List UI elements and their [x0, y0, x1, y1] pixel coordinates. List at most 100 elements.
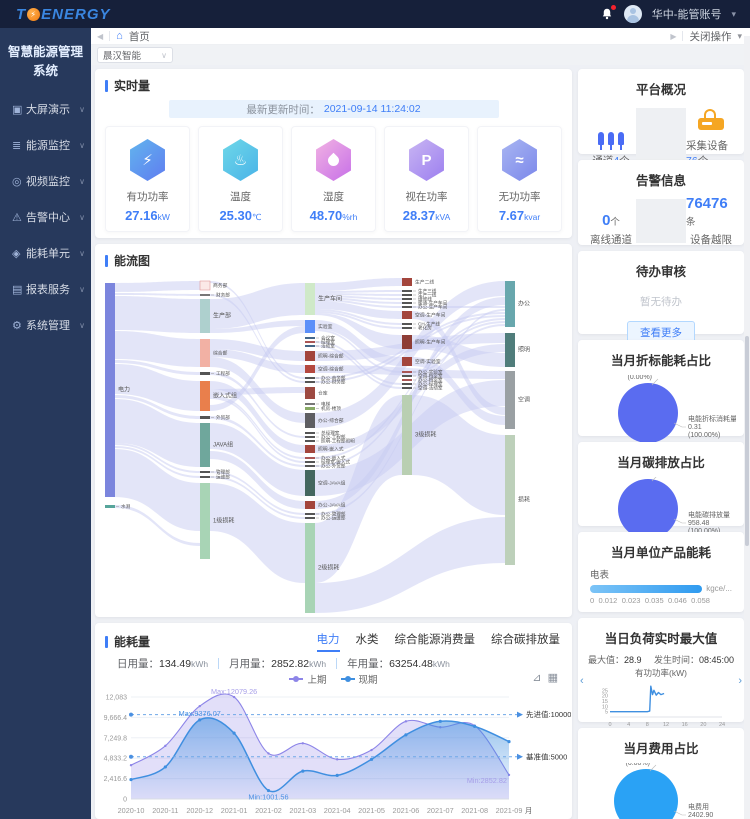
svg-text:空调-档案室: 空调-档案室 — [418, 373, 443, 380]
svg-text:2021-01: 2021-01 — [221, 806, 248, 815]
svg-text:照明-生产车间: 照明-生产车间 — [415, 339, 446, 346]
svg-text:20: 20 — [700, 722, 706, 728]
svg-text:16: 16 — [682, 722, 688, 728]
legend-item[interactable]: 上期 — [289, 672, 327, 686]
carbon-pie-title: 当月碳排放占比 — [617, 456, 705, 470]
chevron-down-icon: ∨ — [79, 248, 85, 258]
metric-card: P 视在功率 28.37kVA — [384, 126, 469, 232]
bar-chart-toggle-icon[interactable]: ▦ — [547, 672, 558, 684]
svg-text:7,249.8: 7,249.8 — [104, 735, 127, 742]
energy-unit-icon: ◈ — [12, 247, 21, 260]
tenant-select[interactable]: 晨汉智能 ∨ — [97, 47, 173, 63]
close-operations-dropdown[interactable]: 关闭操作 — [689, 30, 732, 43]
svg-text:办公-财务部: 办公-财务部 — [321, 379, 346, 386]
overlimit-label: 设备越限 — [690, 234, 732, 246]
conversion-energy-pie-card: 当月折标能耗占比 水折标消耗量0.00(0.00%)电能折标消耗量0.31(10… — [578, 340, 744, 443]
metric-card: ♨ 温度 25.30℃ — [198, 126, 283, 232]
svg-text:空调-活动室: 空调-活动室 — [418, 385, 443, 392]
svg-text:2,416.6: 2,416.6 — [104, 776, 127, 783]
tenant-select-value: 晨汉智能 — [103, 51, 142, 62]
svg-text:25: 25 — [602, 688, 608, 694]
alarm-center-icon: ⚠ — [12, 211, 22, 224]
offline-channel-count: 0个 — [602, 212, 620, 229]
sidebar-item-label: 能耗单元 — [26, 248, 70, 260]
tab-3[interactable]: 综合碳排放量 — [491, 634, 560, 646]
svg-text:生产一线: 生产一线 — [418, 292, 437, 299]
sidebar-item-5[interactable]: ▤ 报表服务 ∨ — [0, 271, 91, 307]
sidebar: 智慧能源管理系统 ▣ 大屏演示 ∨ ≣ 能源监控 ∨ ◎ 视频监控 ∨ ⚠ 告警中心 ∨ ◈ 能耗单元 ∨ ▤… — [0, 28, 91, 819]
svg-text:0: 0 — [608, 722, 611, 728]
svg-text:照明-工程部照明: 照明-工程部照明 — [321, 438, 355, 445]
tabs-scroll-right-icon[interactable]: ▶ — [670, 31, 677, 41]
todo-title: 待办审核 — [635, 265, 686, 279]
consumption-stat: 日用量：134.49kWh — [117, 658, 209, 670]
sidebar-item-3[interactable]: ⚠ 告警中心 ∨ — [0, 199, 91, 235]
tab-0[interactable]: 电力 — [316, 631, 340, 652]
svg-text:商务部: 商务部 — [213, 282, 228, 289]
svg-text:损耗: 损耗 — [518, 496, 530, 504]
breadcrumb-home-label[interactable]: 首页 — [128, 30, 150, 43]
video-monitor-icon: ◎ — [12, 175, 22, 188]
home-icon[interactable]: ⌂ — [116, 30, 123, 42]
load-next-icon[interactable]: › — [738, 675, 742, 688]
load-time-value: 发生时间：08:45:00 — [653, 655, 734, 665]
metric-value: 28.37kVA — [402, 208, 451, 223]
svg-text:空调-JAVA组: 空调-JAVA组 — [318, 480, 345, 487]
update-time-banner: 最新更新时间： 2021-09-14 11:24:02 — [168, 100, 499, 118]
sidebar-item-6[interactable]: ⚙ 系统管理 ∨ — [0, 307, 91, 343]
chevron-down-icon: ∨ — [79, 212, 85, 222]
svg-text:(100.00%): (100.00%) — [688, 432, 720, 439]
svg-text:2级损耗: 2级损耗 — [318, 564, 339, 572]
sidebar-item-0[interactable]: ▣ 大屏演示 ∨ — [0, 91, 91, 127]
platform-title: 平台概况 — [635, 83, 686, 97]
load-series-label: 有功功率(kW) — [635, 668, 687, 678]
sidebar-item-label: 告警中心 — [26, 212, 70, 224]
close-operations-caret-icon[interactable]: ▾ — [737, 30, 742, 41]
update-time-value: 2021-09-14 11:24:02 — [323, 103, 421, 115]
sidebar-item-4[interactable]: ◈ 能耗单元 ∨ — [0, 235, 91, 271]
svg-text:2021-05: 2021-05 — [358, 806, 385, 815]
line-chart-toggle-icon[interactable]: ⊿ — [532, 672, 542, 684]
unit-energy-bar — [590, 584, 703, 593]
svg-text:办公-运维部: 办公-运维部 — [321, 515, 346, 522]
svg-text:3级损耗: 3级损耗 — [415, 431, 436, 439]
sidebar-item-2[interactable]: ◎ 视频监控 ∨ — [0, 163, 91, 199]
page-scrollbar[interactable] — [744, 36, 750, 819]
sidebar-item-1[interactable]: ≣ 能源监控 ∨ — [0, 127, 91, 163]
tab-1[interactable]: 水类 — [355, 634, 379, 646]
svg-text:2020-12: 2020-12 — [186, 806, 213, 815]
svg-text:办公-档案室: 办公-档案室 — [418, 377, 443, 384]
main-content: 实时量 最新更新时间： 2021-09-14 11:24:02 ⚡ 有功功率 27.… — [91, 65, 744, 819]
svg-text:办公-实验室: 办公-实验室 — [418, 369, 443, 376]
carbon-pie-card: 当月碳排放占比 水碳排放量:0.00(0.00%)电能碳排放量958.48(10… — [578, 442, 744, 537]
view-more-button[interactable]: 查看更多 — [627, 321, 695, 344]
svg-text:办公: 办公 — [518, 300, 530, 308]
user-menu-caret-icon[interactable]: ▾ — [731, 8, 736, 19]
daily-load-title: 当日负荷实时最大值 — [604, 632, 718, 646]
reactive-power-icon: ≈ — [502, 139, 537, 181]
load-prev-icon[interactable]: ‹ — [580, 675, 584, 688]
tabs-scroll-left-icon[interactable]: ◀ — [97, 31, 104, 41]
tenant-select-caret-icon: ∨ — [161, 50, 167, 60]
legend-item[interactable]: 现期 — [340, 672, 378, 686]
user-account-label[interactable]: 华中-能管账号 — [651, 9, 722, 21]
consumption-stat: 年用量：63254.48kWh — [347, 658, 450, 670]
unit-energy-title: 当月单位产品能耗 — [610, 546, 711, 560]
notification-bell-icon[interactable] — [600, 5, 616, 21]
svg-text:生产车间: 生产车间 — [318, 295, 342, 303]
unit-energy-card: 当月单位产品能耗 电表 kgce/... 0 0.012 0.023 0.035 0.0… — [578, 532, 744, 612]
unit-energy-unit: kgce/... — [706, 584, 732, 593]
breadcrumb-bar: ◀ ⌂ 首页 ▶ 关闭操作 ▾ — [91, 28, 750, 45]
energy-flow-card: 能流图 电力 水测 商务部 财务部 生产部 综合部 工程部 嵌入式组 外贸部 JAVA组 管理部 运维… — [95, 244, 572, 617]
active-power-icon: ⚡ — [130, 139, 165, 181]
tab-2[interactable]: 综合能源消费量 — [394, 634, 476, 646]
sidebar-item-label: 系统管理 — [26, 320, 70, 332]
user-avatar[interactable] — [623, 5, 642, 23]
humidity-icon — [316, 139, 351, 181]
svg-text:24: 24 — [719, 722, 725, 728]
scrollbar-thumb[interactable] — [745, 336, 749, 546]
